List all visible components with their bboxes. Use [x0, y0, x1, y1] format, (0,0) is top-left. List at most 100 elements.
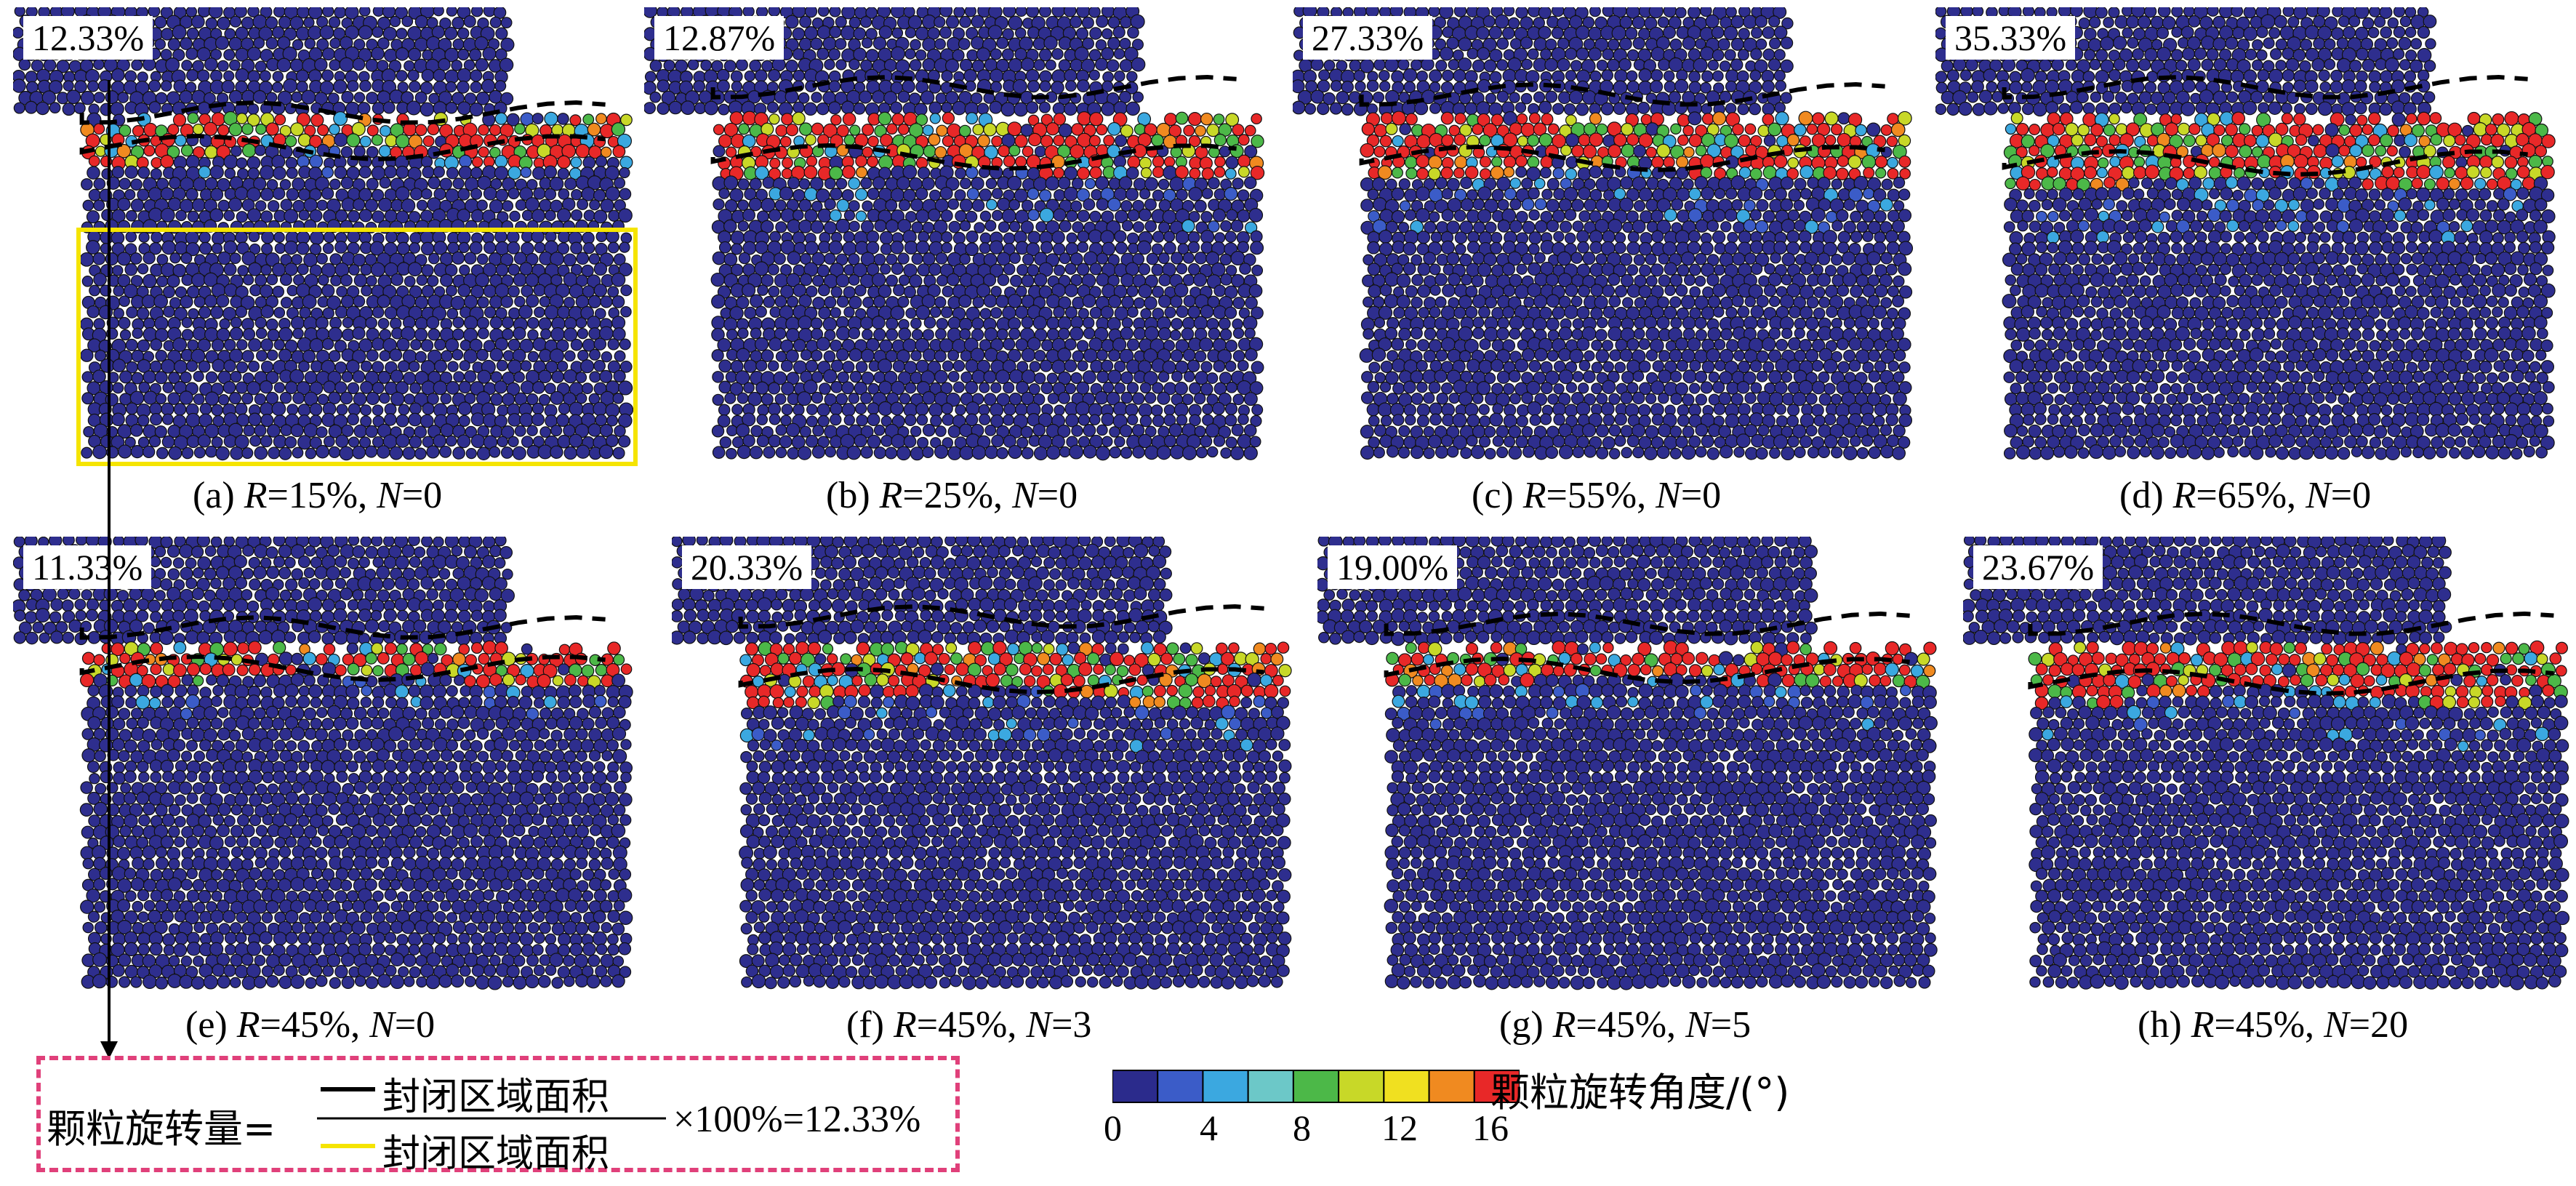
particle — [1533, 17, 1545, 29]
particle — [142, 445, 156, 459]
particle — [1213, 113, 1225, 125]
particle — [1175, 111, 1189, 125]
particle — [824, 177, 836, 190]
particle — [1590, 284, 1604, 297]
particle — [500, 17, 513, 29]
particle — [1170, 349, 1184, 363]
particle — [742, 208, 755, 222]
particle — [526, 425, 538, 436]
particle — [420, 241, 435, 256]
particle — [1650, 263, 1664, 277]
particle — [217, 124, 230, 137]
particle — [1712, 111, 1727, 126]
particle — [323, 436, 335, 448]
particle — [494, 154, 508, 168]
particle — [774, 393, 787, 405]
particle — [1452, 49, 1464, 61]
particle — [357, 102, 371, 115]
particle — [1194, 252, 1208, 265]
particle — [420, 102, 435, 117]
particle — [215, 446, 230, 461]
particle — [119, 177, 131, 191]
particle — [558, 402, 571, 415]
particle — [500, 446, 513, 459]
particle — [1521, 252, 1533, 265]
particle — [1225, 113, 1240, 127]
particle — [1441, 209, 1454, 222]
particle — [167, 392, 180, 406]
particle — [1127, 26, 1139, 39]
particle — [428, 252, 440, 265]
particle — [1775, 339, 1789, 351]
particle — [1645, 199, 1658, 212]
particle — [806, 285, 818, 297]
particle — [966, 49, 979, 62]
particle — [1638, 241, 1653, 256]
particle — [1794, 327, 1805, 340]
particle — [1663, 25, 1677, 39]
particle — [478, 146, 489, 158]
particle — [1780, 198, 1794, 212]
particle — [1714, 338, 1726, 350]
particle — [862, 146, 873, 158]
particle — [595, 231, 608, 242]
particle — [712, 371, 724, 383]
particle — [605, 186, 620, 201]
particle — [1192, 273, 1208, 287]
particle — [1898, 155, 1911, 168]
particle — [1626, 264, 1639, 276]
particle — [414, 316, 428, 330]
particle — [495, 263, 509, 277]
particle — [563, 446, 577, 460]
particle — [1634, 316, 1646, 329]
particle — [1379, 229, 1393, 244]
particle — [1738, 230, 1752, 244]
particle — [848, 177, 861, 190]
particle — [972, 124, 984, 136]
particle — [163, 305, 175, 318]
particle — [904, 48, 916, 60]
particle — [1439, 47, 1454, 61]
particle — [297, 263, 309, 276]
particle — [317, 124, 329, 136]
particle — [1750, 48, 1762, 60]
particle — [1626, 241, 1640, 255]
particle — [452, 316, 465, 329]
particle — [272, 187, 286, 200]
particle — [1074, 47, 1089, 62]
particle — [1879, 198, 1893, 212]
particle — [241, 350, 254, 363]
particle — [589, 199, 601, 211]
particle — [210, 188, 224, 201]
particle — [1213, 360, 1226, 373]
particle — [397, 360, 410, 373]
particle — [1336, 91, 1349, 105]
particle — [1515, 7, 1528, 19]
particle — [1224, 187, 1238, 201]
particle — [735, 58, 748, 71]
particle — [817, 414, 830, 428]
particle — [1115, 241, 1128, 255]
particle — [507, 188, 520, 200]
particle — [223, 49, 236, 61]
particle — [378, 145, 392, 158]
particle — [1863, 188, 1875, 200]
particle — [644, 71, 657, 83]
particle — [93, 123, 105, 135]
particle — [910, 350, 922, 361]
particle — [1140, 308, 1152, 320]
particle — [1754, 15, 1768, 28]
particle — [824, 446, 837, 458]
particle — [197, 101, 212, 116]
particle — [1768, 295, 1781, 308]
particle — [1551, 7, 1565, 17]
particle — [1146, 252, 1159, 265]
particle — [965, 413, 979, 427]
particle — [614, 350, 626, 362]
particle — [835, 393, 848, 406]
particle — [1578, 134, 1591, 147]
particle — [97, 79, 111, 93]
particle — [284, 381, 298, 395]
particle — [1553, 188, 1565, 201]
particle — [1533, 122, 1547, 136]
